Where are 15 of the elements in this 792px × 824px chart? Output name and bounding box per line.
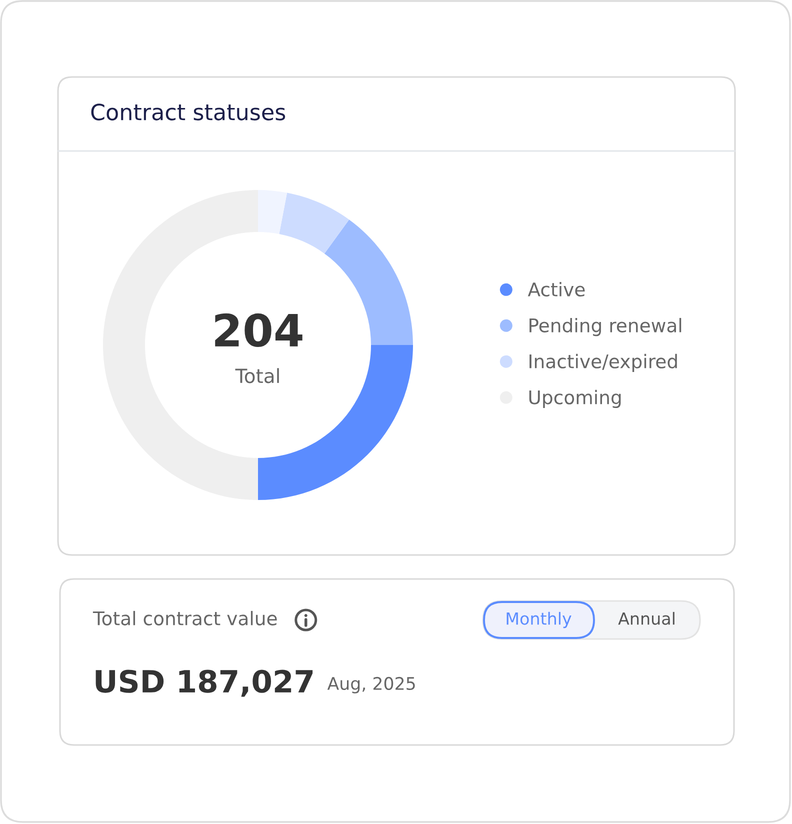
legend-label: Pending renewal (530, 318, 682, 336)
legend-label: Inactive/expired (530, 354, 677, 372)
text: Total contract value (92, 610, 277, 626)
legend-label: Upcoming (529, 390, 621, 408)
chart-title: Contract statuses (91, 104, 286, 120)
legend-label: Active (528, 282, 585, 296)
donut-slice (258, 190, 288, 234)
text: Aug, 2025 (327, 676, 415, 694)
text: USD 187,027 (96, 670, 313, 697)
text: 204 (215, 313, 302, 348)
text: Monthly (506, 612, 572, 628)
donut-slice (279, 192, 350, 254)
text: Total (235, 368, 279, 384)
donut-slice (324, 220, 413, 345)
text: Annual (618, 612, 674, 625)
